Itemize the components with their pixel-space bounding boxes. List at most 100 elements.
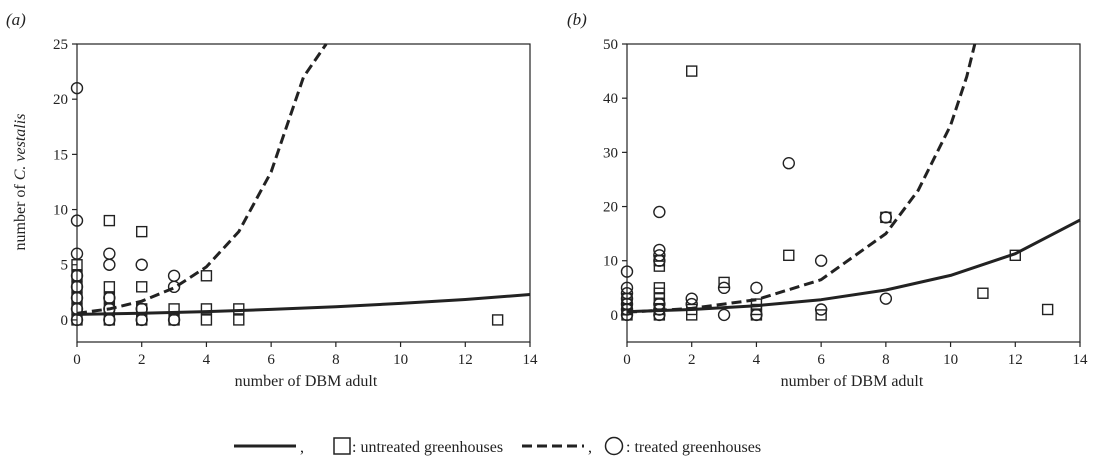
treated-point	[135, 302, 148, 316]
legend-circle-marker	[604, 436, 624, 456]
treated-point	[653, 249, 666, 262]
treated-point	[717, 281, 731, 295]
legend: , : untreated greenhouses , : treated gr…	[234, 436, 761, 456]
legend-separator-2: ,	[588, 439, 592, 456]
panel-a-x-axis-label: number of DBM adult	[235, 373, 378, 390]
x-tick-label: 0	[73, 352, 81, 368]
y-label-italic: C. vestalis	[12, 114, 29, 181]
untreated-point	[653, 282, 666, 294]
y-tick-label: 15	[53, 147, 68, 163]
treated-point	[167, 280, 181, 294]
panel-a-y-axis-label: number of C. vestalis	[12, 114, 29, 251]
x-tick-label: 6	[817, 352, 825, 368]
x-tick-label: 12	[1008, 352, 1023, 368]
x-tick-label: 14	[1073, 352, 1089, 368]
treated-point	[103, 258, 116, 271]
untreated-point	[686, 65, 698, 77]
y-tick-label: 0	[61, 313, 69, 329]
y-tick-label: 25	[53, 37, 68, 53]
treated-point	[620, 265, 634, 278]
untreated-point	[815, 309, 827, 321]
treated-point	[620, 281, 634, 295]
treated-point	[620, 287, 634, 300]
untreated-point	[977, 287, 989, 299]
treated-point	[879, 292, 893, 305]
x-tick-label: 8	[882, 352, 890, 368]
untreated-fit-curve	[626, 218, 1081, 314]
treated-point	[70, 81, 84, 95]
treated-point	[879, 211, 893, 224]
treated-point	[750, 308, 763, 322]
y-tick-label: 50	[603, 37, 618, 53]
treated-point	[685, 292, 698, 305]
treated-point	[103, 247, 116, 260]
treated-point	[685, 297, 698, 311]
untreated-point	[200, 314, 213, 326]
untreated-point	[136, 281, 148, 293]
x-tick-label: 0	[623, 352, 631, 368]
y-tick-label: 5	[61, 258, 69, 274]
untreated-point	[136, 225, 148, 238]
panel-b-x-axis-label: number of DBM adult	[781, 373, 924, 390]
x-tick-label: 10	[393, 352, 408, 368]
treated-point	[814, 254, 828, 267]
y-tick-label: 40	[603, 91, 618, 107]
treated-point	[782, 156, 795, 170]
untreated-point	[233, 303, 245, 315]
x-tick-label: 4	[753, 352, 761, 368]
treated-point	[653, 297, 666, 311]
treated-point	[717, 308, 731, 322]
legend-separator-1: ,	[300, 439, 304, 456]
x-tick-label: 8	[332, 352, 340, 368]
x-tick-label: 2	[688, 352, 696, 368]
untreated-point	[200, 270, 213, 282]
untreated-point	[1009, 249, 1021, 262]
untreated-point	[200, 303, 213, 315]
treated-point	[135, 258, 148, 271]
treated-point	[653, 205, 666, 219]
untreated-point	[718, 276, 730, 289]
treated-point	[653, 243, 666, 257]
legend-untreated-label: : untreated greenhouses	[352, 439, 503, 456]
x-tick-label: 14	[523, 352, 539, 368]
legend-treated-label: : treated greenhouses	[626, 439, 761, 456]
x-tick-label: 2	[138, 352, 146, 368]
panel-a-label: (a)	[6, 10, 26, 29]
untreated-point	[103, 214, 116, 227]
treated-fit-curve	[626, 43, 977, 314]
panel-b-plot-frame	[626, 43, 1081, 343]
y-tick-label: 20	[53, 92, 68, 108]
y-label-prefix: number of	[12, 180, 29, 250]
panel-b-label: (b)	[567, 10, 587, 29]
untreated-point	[783, 249, 795, 262]
x-tick-label: 10	[943, 352, 958, 368]
untreated-point	[103, 281, 116, 293]
treated-point	[750, 281, 763, 295]
x-tick-label: 6	[267, 352, 275, 368]
y-tick-label: 10	[603, 254, 618, 270]
y-tick-label: 10	[53, 203, 68, 219]
panel-a: (a) 0 2 4 6 8 10 12 14 0 5 10 15 20 25 number of DBM …	[6, 10, 538, 390]
treated-point	[167, 313, 181, 327]
x-tick-label: 12	[458, 352, 473, 368]
untreated-point	[1041, 303, 1054, 316]
untreated-fit-curve	[76, 293, 531, 316]
treated-point	[103, 313, 116, 327]
treated-point	[814, 303, 828, 316]
treated-point	[70, 269, 84, 282]
untreated-point	[491, 314, 504, 326]
treated-fit-curve	[76, 43, 328, 315]
treated-point	[135, 313, 148, 327]
treated-point	[167, 269, 181, 282]
x-tick-label: 4	[203, 352, 211, 368]
untreated-point	[233, 314, 245, 326]
y-tick-label: 30	[603, 145, 618, 161]
treated-point	[70, 214, 84, 227]
y-tick-label: 20	[603, 200, 618, 216]
panel-a-plot-frame	[76, 43, 531, 343]
treated-point	[103, 291, 116, 305]
legend-square-marker	[333, 437, 351, 455]
treated-point	[653, 303, 666, 316]
y-tick-label: 0	[611, 308, 619, 324]
